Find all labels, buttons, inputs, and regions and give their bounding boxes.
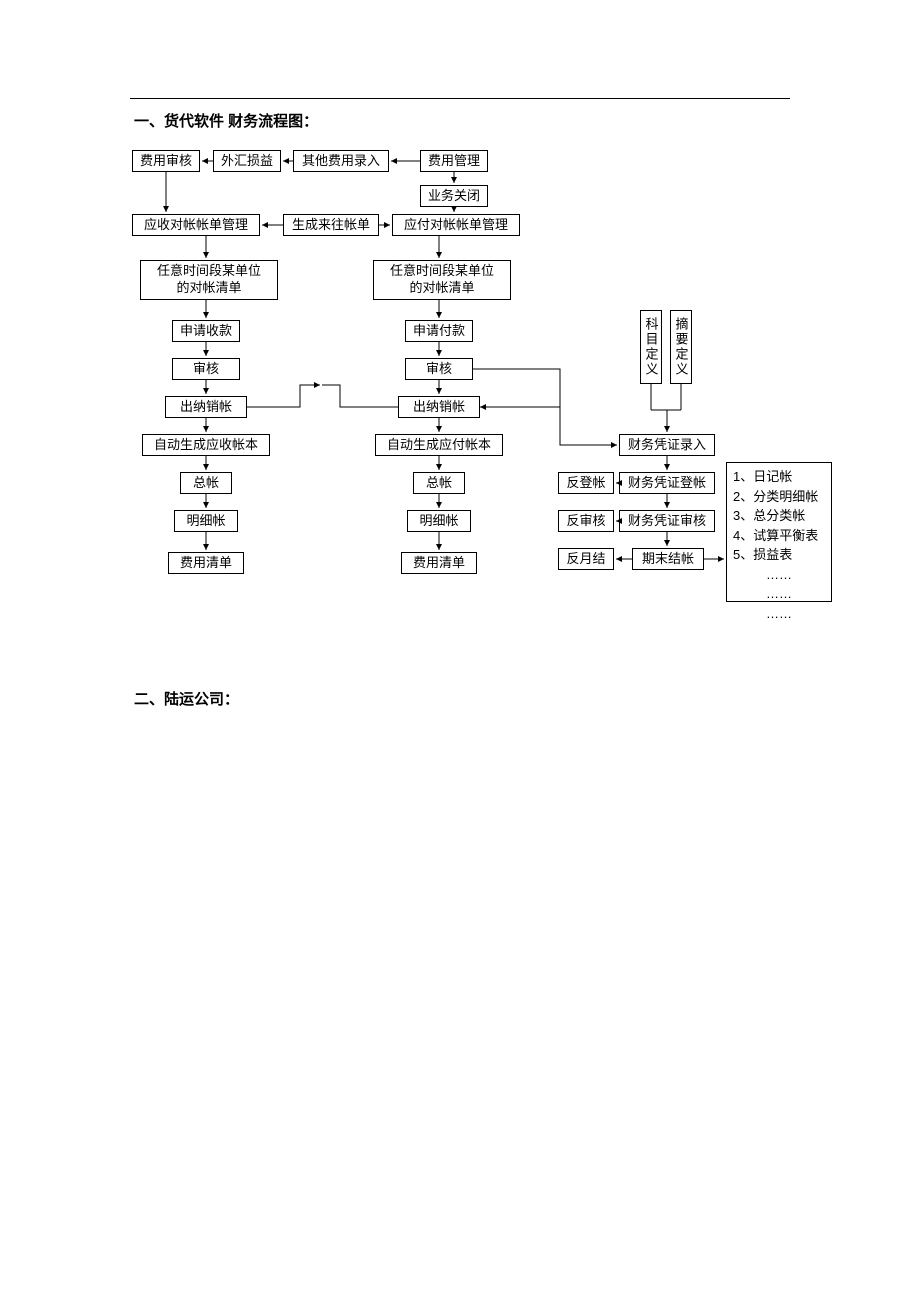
report-list-item: 3、总分类帐 bbox=[733, 506, 825, 526]
report-list-item: …… bbox=[733, 584, 825, 604]
report-list-item: 4、试算平衡表 bbox=[733, 526, 825, 546]
report-list-item: 2、分类明细帐 bbox=[733, 487, 825, 507]
node-voucher-post: 财务凭证登帐 bbox=[619, 472, 715, 494]
node-detail-right: 明细帐 bbox=[407, 510, 471, 532]
node-ar-period-list: 任意时间段某单位 的对帐清单 bbox=[140, 260, 278, 300]
heading-2: 二、陆运公司： bbox=[134, 688, 239, 709]
node-fee-mgmt: 费用管理 bbox=[420, 150, 488, 172]
report-list-item: 1、日记帐 bbox=[733, 467, 825, 487]
node-gl-right: 总帐 bbox=[413, 472, 465, 494]
node-ap-period-list-text: 任意时间段某单位 的对帐清单 bbox=[390, 263, 494, 297]
node-audit-right: 审核 bbox=[405, 358, 473, 380]
node-detail-left: 明细帐 bbox=[174, 510, 238, 532]
node-auto-ap-book: 自动生成应付帐本 bbox=[375, 434, 503, 456]
node-ar-period-list-text: 任意时间段某单位 的对帐清单 bbox=[157, 263, 261, 297]
node-ap-recon-mgmt: 应付对帐帐单管理 bbox=[392, 214, 520, 236]
heading-1: 一、货代软件 财务流程图： bbox=[134, 110, 318, 131]
node-ar-recon-mgmt: 应收对帐帐单管理 bbox=[132, 214, 260, 236]
node-unpost: 反登帐 bbox=[558, 472, 614, 494]
report-list-item: …… bbox=[733, 565, 825, 585]
node-other-fee-entry: 其他费用录入 bbox=[293, 150, 389, 172]
node-fee-audit: 费用审核 bbox=[132, 150, 200, 172]
node-ap-period-list: 任意时间段某单位 的对帐清单 bbox=[373, 260, 511, 300]
node-apply-collect: 申请收款 bbox=[172, 320, 240, 342]
top-rule bbox=[130, 98, 790, 99]
node-fee-list-right: 费用清单 bbox=[401, 552, 477, 574]
node-voucher-entry: 财务凭证录入 bbox=[619, 434, 715, 456]
node-audit-left: 审核 bbox=[172, 358, 240, 380]
node-auto-ar-book: 自动生成应收帐本 bbox=[142, 434, 270, 456]
node-summary-def: 摘要定义 bbox=[670, 310, 692, 384]
node-gl-left: 总帐 bbox=[180, 472, 232, 494]
node-unclose-month: 反月结 bbox=[558, 548, 614, 570]
report-list-item: 5、损益表 bbox=[733, 545, 825, 565]
node-cashier-right: 出纳销帐 bbox=[398, 396, 480, 418]
node-fx-gain-loss: 外汇损益 bbox=[213, 150, 281, 172]
node-gen-ledger-bill: 生成来往帐单 bbox=[283, 214, 379, 236]
node-fee-list-left: 费用清单 bbox=[168, 552, 244, 574]
node-period-close: 期末结帐 bbox=[632, 548, 704, 570]
node-biz-close: 业务关闭 bbox=[420, 185, 488, 207]
node-unaudit: 反审核 bbox=[558, 510, 614, 532]
report-list-item: …… bbox=[733, 604, 825, 624]
node-apply-pay: 申请付款 bbox=[405, 320, 473, 342]
node-cashier-left: 出纳销帐 bbox=[165, 396, 247, 418]
report-list: 1、日记帐 2、分类明细帐 3、总分类帐 4、试算平衡表 5、损益表 …… ……… bbox=[726, 462, 832, 602]
node-voucher-audit: 财务凭证审核 bbox=[619, 510, 715, 532]
node-subject-def: 科目定义 bbox=[640, 310, 662, 384]
